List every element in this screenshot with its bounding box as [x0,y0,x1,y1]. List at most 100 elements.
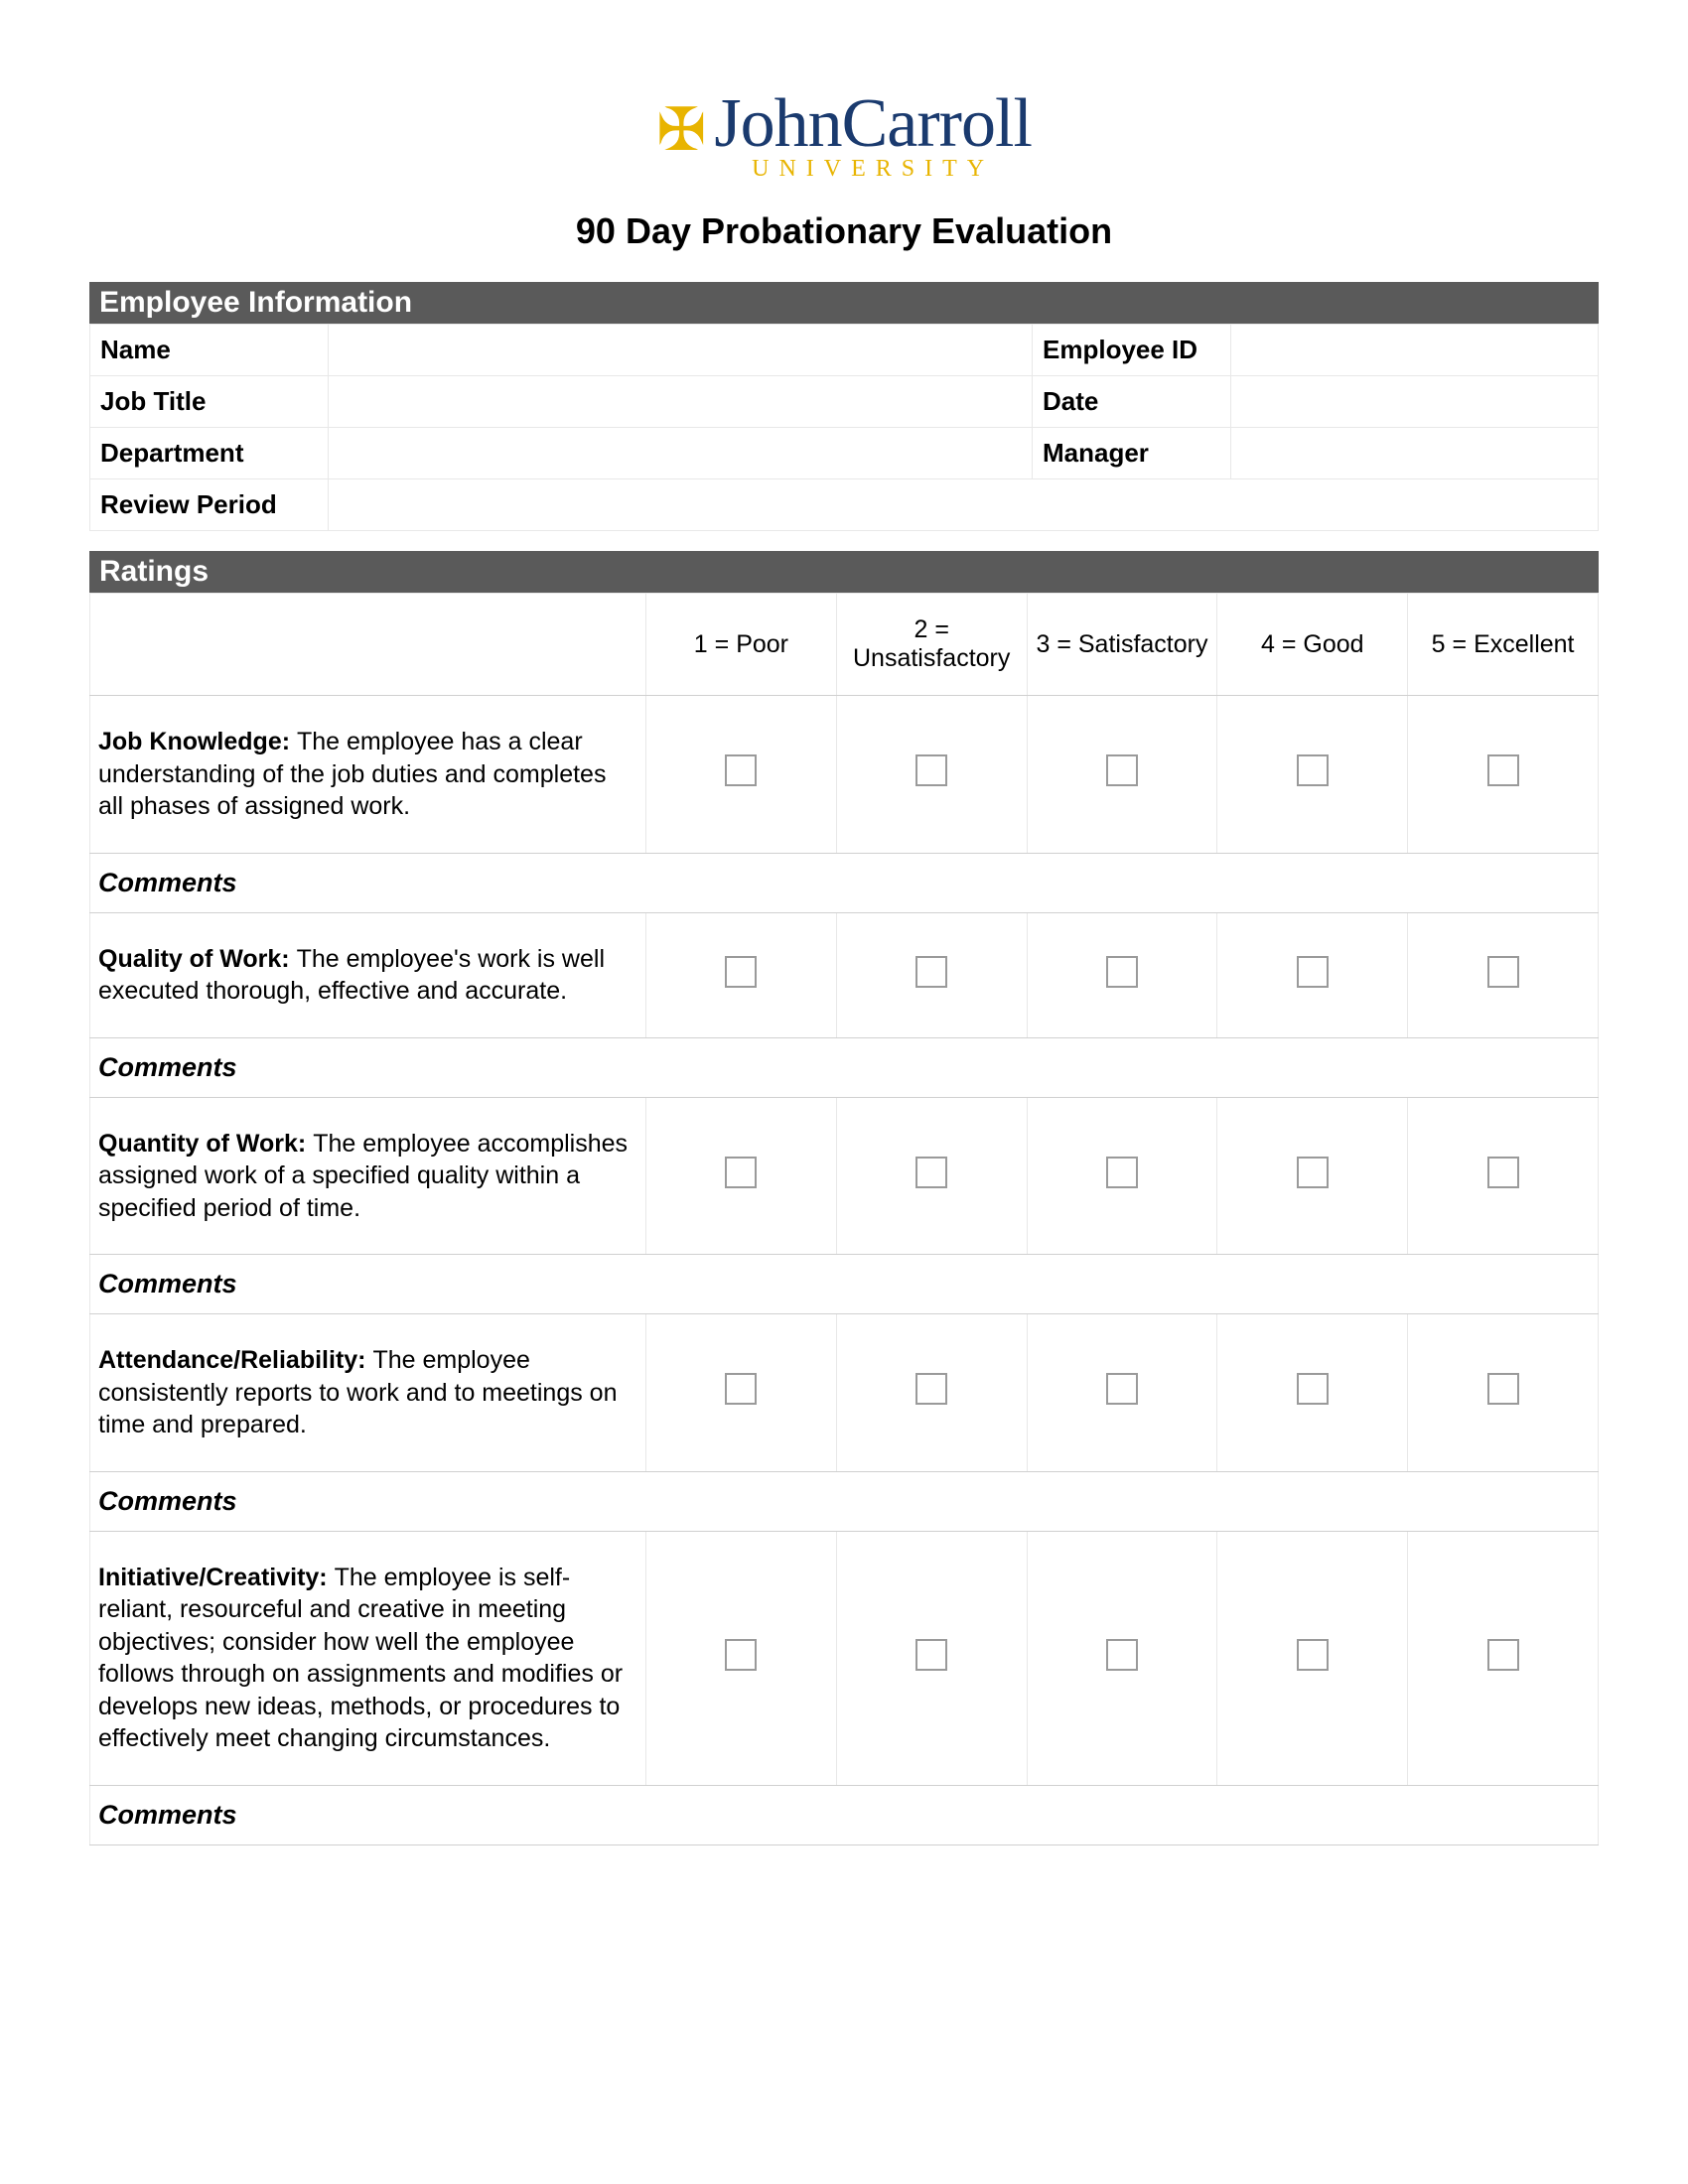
rating-scale-header: 1 = Poor 2 = Unsatisfactory 3 = Satisfac… [90,594,1599,696]
rating-checkbox-cell[interactable] [1408,1531,1599,1785]
rating-checkbox-cell[interactable] [646,912,837,1037]
checkbox-icon[interactable] [915,1157,947,1188]
rating-checkbox-cell[interactable] [1027,1097,1217,1255]
rating-checkbox-cell[interactable] [1408,1314,1599,1472]
comments-cell[interactable]: Comments [90,1785,1599,1844]
comments-cell[interactable]: Comments [90,1037,1599,1097]
checkbox-icon[interactable] [1106,956,1138,988]
rating-checkbox-cell[interactable] [1217,696,1408,854]
comments-row: Comments [90,1255,1599,1314]
rating-checkbox-cell[interactable] [1408,912,1599,1037]
checkbox-icon[interactable] [1297,956,1329,988]
rating-checkbox-cell[interactable] [1027,1531,1217,1785]
rating-checkbox-cell[interactable] [1217,1097,1408,1255]
scale-4: 4 = Good [1217,594,1408,696]
rating-checkbox-cell[interactable] [1408,1097,1599,1255]
label-manager: Manager [1033,428,1231,479]
input-date[interactable] [1231,376,1599,428]
label-job-title: Job Title [90,376,329,428]
logo: ✠ JohnCarroll UNIVERSITY [89,89,1599,181]
checkbox-icon[interactable] [1106,1373,1138,1405]
checkbox-icon[interactable] [915,1373,947,1405]
input-review-period[interactable] [329,479,1599,531]
comments-row: Comments [90,1037,1599,1097]
comments-row: Comments [90,853,1599,912]
rating-checkbox-cell[interactable] [1027,912,1217,1037]
comments-label: Comments [98,1800,237,1830]
rating-checkbox-cell[interactable] [1217,1314,1408,1472]
comments-label: Comments [98,1269,237,1298]
criterion-description: Job Knowledge: The employee has a clear … [90,696,646,854]
input-department[interactable] [329,428,1033,479]
logo-sub-text: UNIVERSITY [752,157,994,181]
rating-checkbox-cell[interactable] [1217,912,1408,1037]
checkbox-icon[interactable] [915,1639,947,1671]
checkbox-icon[interactable] [725,956,757,988]
checkbox-icon[interactable] [725,1373,757,1405]
rating-checkbox-cell[interactable] [646,1531,837,1785]
scale-2: 2 = Unsatisfactory [836,594,1027,696]
criterion-text: The employee is self-reliant, resourcefu… [98,1564,623,1753]
comments-row: Comments [90,1471,1599,1531]
label-date: Date [1033,376,1231,428]
rating-checkbox-cell[interactable] [646,1314,837,1472]
scale-3: 3 = Satisfactory [1027,594,1217,696]
rating-checkbox-cell[interactable] [836,696,1027,854]
input-job-title[interactable] [329,376,1033,428]
checkbox-icon[interactable] [1487,754,1519,786]
checkbox-icon[interactable] [1297,1373,1329,1405]
checkbox-icon[interactable] [1106,754,1138,786]
checkbox-icon[interactable] [725,1157,757,1188]
scale-5: 5 = Excellent [1408,594,1599,696]
checkbox-icon[interactable] [915,754,947,786]
criterion-title: Job Knowledge: [98,728,297,755]
employee-info-table: Name Employee ID Job Title Date Departme… [89,324,1599,531]
comments-cell[interactable]: Comments [90,1471,1599,1531]
comments-label: Comments [98,1052,237,1082]
logo-main-text: JohnCarroll [714,89,1032,159]
checkbox-icon[interactable] [1487,956,1519,988]
comments-cell[interactable]: Comments [90,1255,1599,1314]
rating-checkbox-cell[interactable] [646,1097,837,1255]
checkbox-icon[interactable] [1297,1157,1329,1188]
input-employee-id[interactable] [1231,325,1599,376]
label-name: Name [90,325,329,376]
checkbox-icon[interactable] [1106,1157,1138,1188]
rating-checkbox-cell[interactable] [836,1097,1027,1255]
checkbox-icon[interactable] [1297,754,1329,786]
criterion-row: Quantity of Work: The employee accomplis… [90,1097,1599,1255]
rating-checkbox-cell[interactable] [646,696,837,854]
section-ratings: Ratings [89,551,1599,593]
rating-checkbox-cell[interactable] [836,912,1027,1037]
criterion-title: Initiative/Creativity: [98,1564,335,1591]
checkbox-icon[interactable] [1297,1639,1329,1671]
label-review-period: Review Period [90,479,329,531]
criterion-row: Job Knowledge: The employee has a clear … [90,696,1599,854]
rating-checkbox-cell[interactable] [1408,696,1599,854]
checkbox-icon[interactable] [1106,1639,1138,1671]
input-manager[interactable] [1231,428,1599,479]
criterion-description: Attendance/Reliability: The employee con… [90,1314,646,1472]
checkbox-icon[interactable] [725,1639,757,1671]
criterion-description: Initiative/Creativity: The employee is s… [90,1531,646,1785]
rating-checkbox-cell[interactable] [836,1314,1027,1472]
rating-checkbox-cell[interactable] [836,1531,1027,1785]
comments-cell[interactable]: Comments [90,853,1599,912]
checkbox-icon[interactable] [1487,1157,1519,1188]
checkbox-icon[interactable] [1487,1373,1519,1405]
rating-checkbox-cell[interactable] [1027,1314,1217,1472]
criterion-row: Quality of Work: The employee's work is … [90,912,1599,1037]
section-employee-info: Employee Information [89,282,1599,324]
scale-1: 1 = Poor [646,594,837,696]
checkbox-icon[interactable] [915,956,947,988]
comments-label: Comments [98,1486,237,1516]
rating-checkbox-cell[interactable] [1217,1531,1408,1785]
comments-label: Comments [98,868,237,897]
input-name[interactable] [329,325,1033,376]
label-employee-id: Employee ID [1033,325,1231,376]
checkbox-icon[interactable] [1487,1639,1519,1671]
rating-checkbox-cell[interactable] [1027,696,1217,854]
criterion-row: Initiative/Creativity: The employee is s… [90,1531,1599,1785]
label-department: Department [90,428,329,479]
checkbox-icon[interactable] [725,754,757,786]
